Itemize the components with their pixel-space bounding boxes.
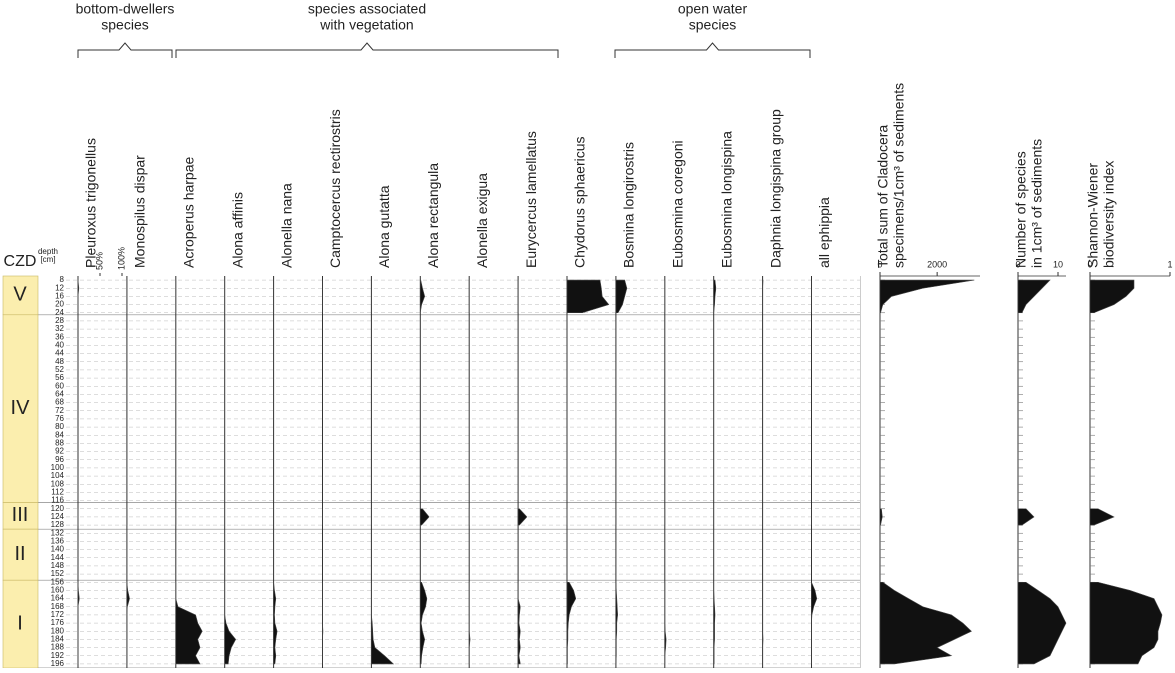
profile-area: [1018, 582, 1066, 664]
profile-area: [616, 280, 627, 313]
group-bracket: [78, 43, 172, 58]
column-header: Alona gutatta: [376, 185, 392, 268]
column-header: Pleuroxus trigonellus: [83, 138, 99, 268]
profile-area: [1018, 509, 1034, 525]
x-tick-label: 0: [1015, 259, 1020, 269]
zone-label: V: [13, 284, 27, 306]
column-header: Eubosmina longispina: [718, 131, 734, 268]
profile-area: [420, 509, 429, 525]
profile-area: [616, 582, 618, 664]
group-label: species: [101, 17, 148, 33]
group-label: species: [689, 17, 736, 33]
group-label: with vegetation: [319, 17, 413, 33]
zone-label: III: [12, 504, 29, 526]
zone-header: CZD: [4, 253, 37, 270]
profile-area: [176, 582, 202, 664]
profile-area: [1090, 509, 1114, 525]
zone-label: II: [14, 543, 25, 565]
column-header: Alonella nana: [278, 183, 294, 268]
profile-area: [78, 582, 79, 664]
profile-area: [420, 280, 424, 313]
group-label: open water: [678, 1, 748, 17]
column-header: Eubosmina coregoni: [670, 140, 686, 268]
profile-area: [714, 280, 716, 313]
column-header: Alona affinis: [229, 192, 245, 268]
group-label: species associated: [308, 1, 426, 17]
group-bracket: [615, 43, 810, 58]
x-tick-label: 50%: [94, 252, 104, 270]
column-header: Number of species: [1013, 151, 1029, 268]
group-bracket: [176, 43, 558, 58]
column-header: Eurycercus lamellatus: [523, 131, 539, 268]
x-tick-label: 100%: [116, 247, 126, 270]
column-header: Bosmina longirostris: [621, 142, 637, 268]
column-header: biodiversity index: [1101, 161, 1117, 268]
profile-area: [1018, 280, 1050, 313]
column-header: in 1cm³ of sediments: [1029, 139, 1045, 268]
column-header: Shannon-Wiener: [1085, 163, 1101, 268]
column-header: Chydorus sphaericus: [572, 136, 588, 268]
x-tick-label: 2000: [927, 259, 947, 269]
zone-label: IV: [11, 397, 31, 419]
column-header: Acroperus harpae: [181, 156, 197, 268]
column-header: all ephippia: [816, 197, 832, 268]
column-header: Total sum of Cladocera: [875, 125, 891, 268]
column-header: Alona rectangula: [425, 163, 441, 268]
column-header: Alonella exigua: [474, 173, 490, 268]
x-tick-label: 1: [1167, 259, 1172, 269]
profile-area: [880, 280, 974, 313]
profile-area: [880, 582, 971, 664]
profile-area: [518, 509, 527, 525]
x-tick-label: 10: [1053, 259, 1063, 269]
profile-area: [567, 280, 609, 313]
y-tick-label: 196: [51, 659, 65, 668]
column-header: specimens/1cm³ of sediments: [891, 83, 907, 268]
profile-area: [665, 582, 666, 664]
zone-label: I: [17, 612, 23, 634]
group-label: bottom-dwellers: [76, 1, 175, 17]
profile-area: [1090, 280, 1134, 313]
profile-area: [714, 582, 715, 664]
profile-area: [880, 509, 882, 525]
column-header: Camptocercus rectirostris: [327, 109, 343, 268]
x-tick-label: 0: [877, 259, 882, 269]
depth-label: [cm]: [40, 255, 55, 264]
profile-area: [1090, 582, 1162, 664]
column-header: Monospilus dispar: [132, 155, 148, 268]
column-header: Daphnia longispina group: [767, 109, 783, 268]
x-tick-label: 0: [1087, 259, 1092, 269]
